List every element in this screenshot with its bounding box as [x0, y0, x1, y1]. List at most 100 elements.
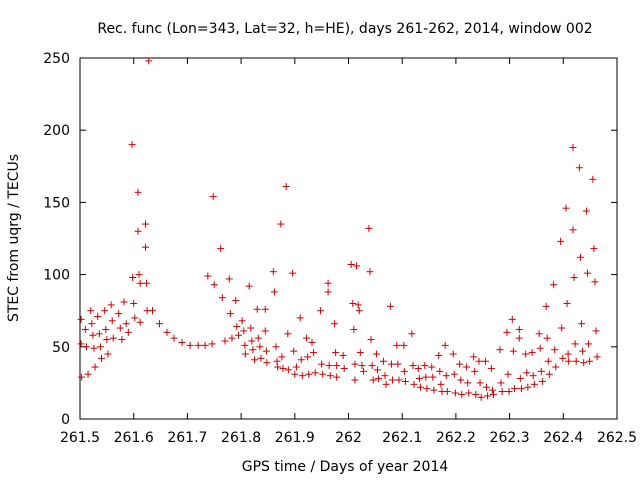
data-point: [449, 350, 457, 358]
data-point: [585, 340, 593, 348]
data-point: [517, 385, 525, 393]
data-point: [108, 317, 116, 325]
data-point: [471, 367, 479, 375]
data-point: [516, 375, 524, 383]
data-point: [257, 354, 265, 362]
data-point: [545, 370, 553, 378]
data-point: [333, 362, 341, 370]
data-point: [292, 363, 300, 371]
y-tick-label: 200: [43, 123, 70, 139]
data-point: [324, 288, 332, 296]
data-point: [272, 343, 280, 351]
data-point: [78, 373, 86, 381]
data-point: [510, 385, 518, 393]
data-point: [81, 325, 89, 333]
data-point: [310, 349, 318, 357]
data-point: [233, 323, 241, 331]
data-point: [477, 393, 485, 401]
data-point: [234, 331, 242, 339]
data-point: [248, 337, 256, 345]
data-point: [204, 272, 212, 280]
data-point: [354, 301, 362, 309]
data-point: [308, 338, 316, 346]
data-point: [339, 351, 347, 359]
data-point: [103, 336, 111, 344]
data-point: [421, 362, 429, 370]
data-point: [317, 307, 325, 315]
data-point: [451, 389, 459, 397]
data-point: [142, 243, 150, 251]
x-tick-label: 262.3: [490, 430, 530, 446]
data-point: [373, 366, 381, 374]
data-point: [245, 282, 253, 290]
data-point: [428, 363, 436, 371]
data-point: [325, 362, 333, 370]
data-point: [450, 370, 458, 378]
data-point: [430, 386, 438, 394]
data-point: [458, 390, 466, 398]
data-point: [367, 336, 375, 344]
data-point: [389, 376, 397, 384]
data-point: [515, 334, 523, 342]
x-tick-label: 261.5: [60, 430, 100, 446]
x-tick-label: 261.9: [275, 430, 315, 446]
data-point: [578, 320, 586, 328]
x-axis-label: GPS time / Days of year 2014: [242, 459, 449, 475]
data-point: [254, 334, 262, 342]
data-point: [77, 315, 85, 323]
data-point: [410, 380, 418, 388]
data-point: [416, 383, 424, 391]
data-point: [136, 318, 144, 326]
x-tick-label: 262.5: [597, 430, 637, 446]
data-point: [238, 317, 246, 325]
data-point: [528, 349, 536, 357]
data-point: [208, 340, 216, 348]
data-point: [129, 273, 137, 281]
data-point: [163, 328, 171, 336]
data-point: [576, 253, 584, 261]
data-point: [583, 269, 591, 277]
data-point: [351, 376, 359, 384]
data-point: [274, 363, 282, 371]
data-point: [118, 336, 126, 344]
data-point: [201, 341, 209, 349]
data-point: [284, 366, 292, 374]
data-point: [142, 220, 150, 228]
data-point: [304, 353, 312, 361]
data-point: [472, 390, 480, 398]
data-point: [542, 302, 550, 310]
chart-title: Rec. func (Lon=343, Lat=32, h=HE), days …: [97, 21, 592, 37]
data-point: [550, 281, 558, 289]
data-point: [457, 376, 465, 384]
data-point: [296, 314, 304, 322]
data-point: [408, 330, 416, 338]
data-point: [130, 299, 138, 307]
data-point: [134, 227, 142, 235]
data-point: [290, 347, 298, 355]
data-point: [355, 307, 363, 315]
data-point: [115, 310, 123, 318]
data-point: [515, 325, 523, 333]
x-tick-label: 261.6: [114, 430, 154, 446]
data-point: [347, 260, 355, 268]
data-point: [414, 364, 422, 372]
data-point: [107, 301, 115, 309]
data-point: [291, 370, 299, 378]
data-point: [366, 268, 374, 276]
data-point: [96, 343, 104, 351]
data-point: [551, 346, 559, 354]
data-point: [589, 175, 597, 183]
data-point: [544, 357, 552, 365]
data-point: [415, 375, 423, 383]
data-point: [365, 224, 373, 232]
data-point: [311, 369, 319, 377]
data-point: [90, 344, 98, 352]
data-point: [579, 347, 587, 355]
data-point: [358, 362, 366, 370]
data-point: [522, 350, 530, 358]
data-point: [298, 372, 306, 380]
data-point: [484, 392, 492, 400]
data-point: [558, 324, 566, 332]
data-point: [529, 372, 537, 380]
